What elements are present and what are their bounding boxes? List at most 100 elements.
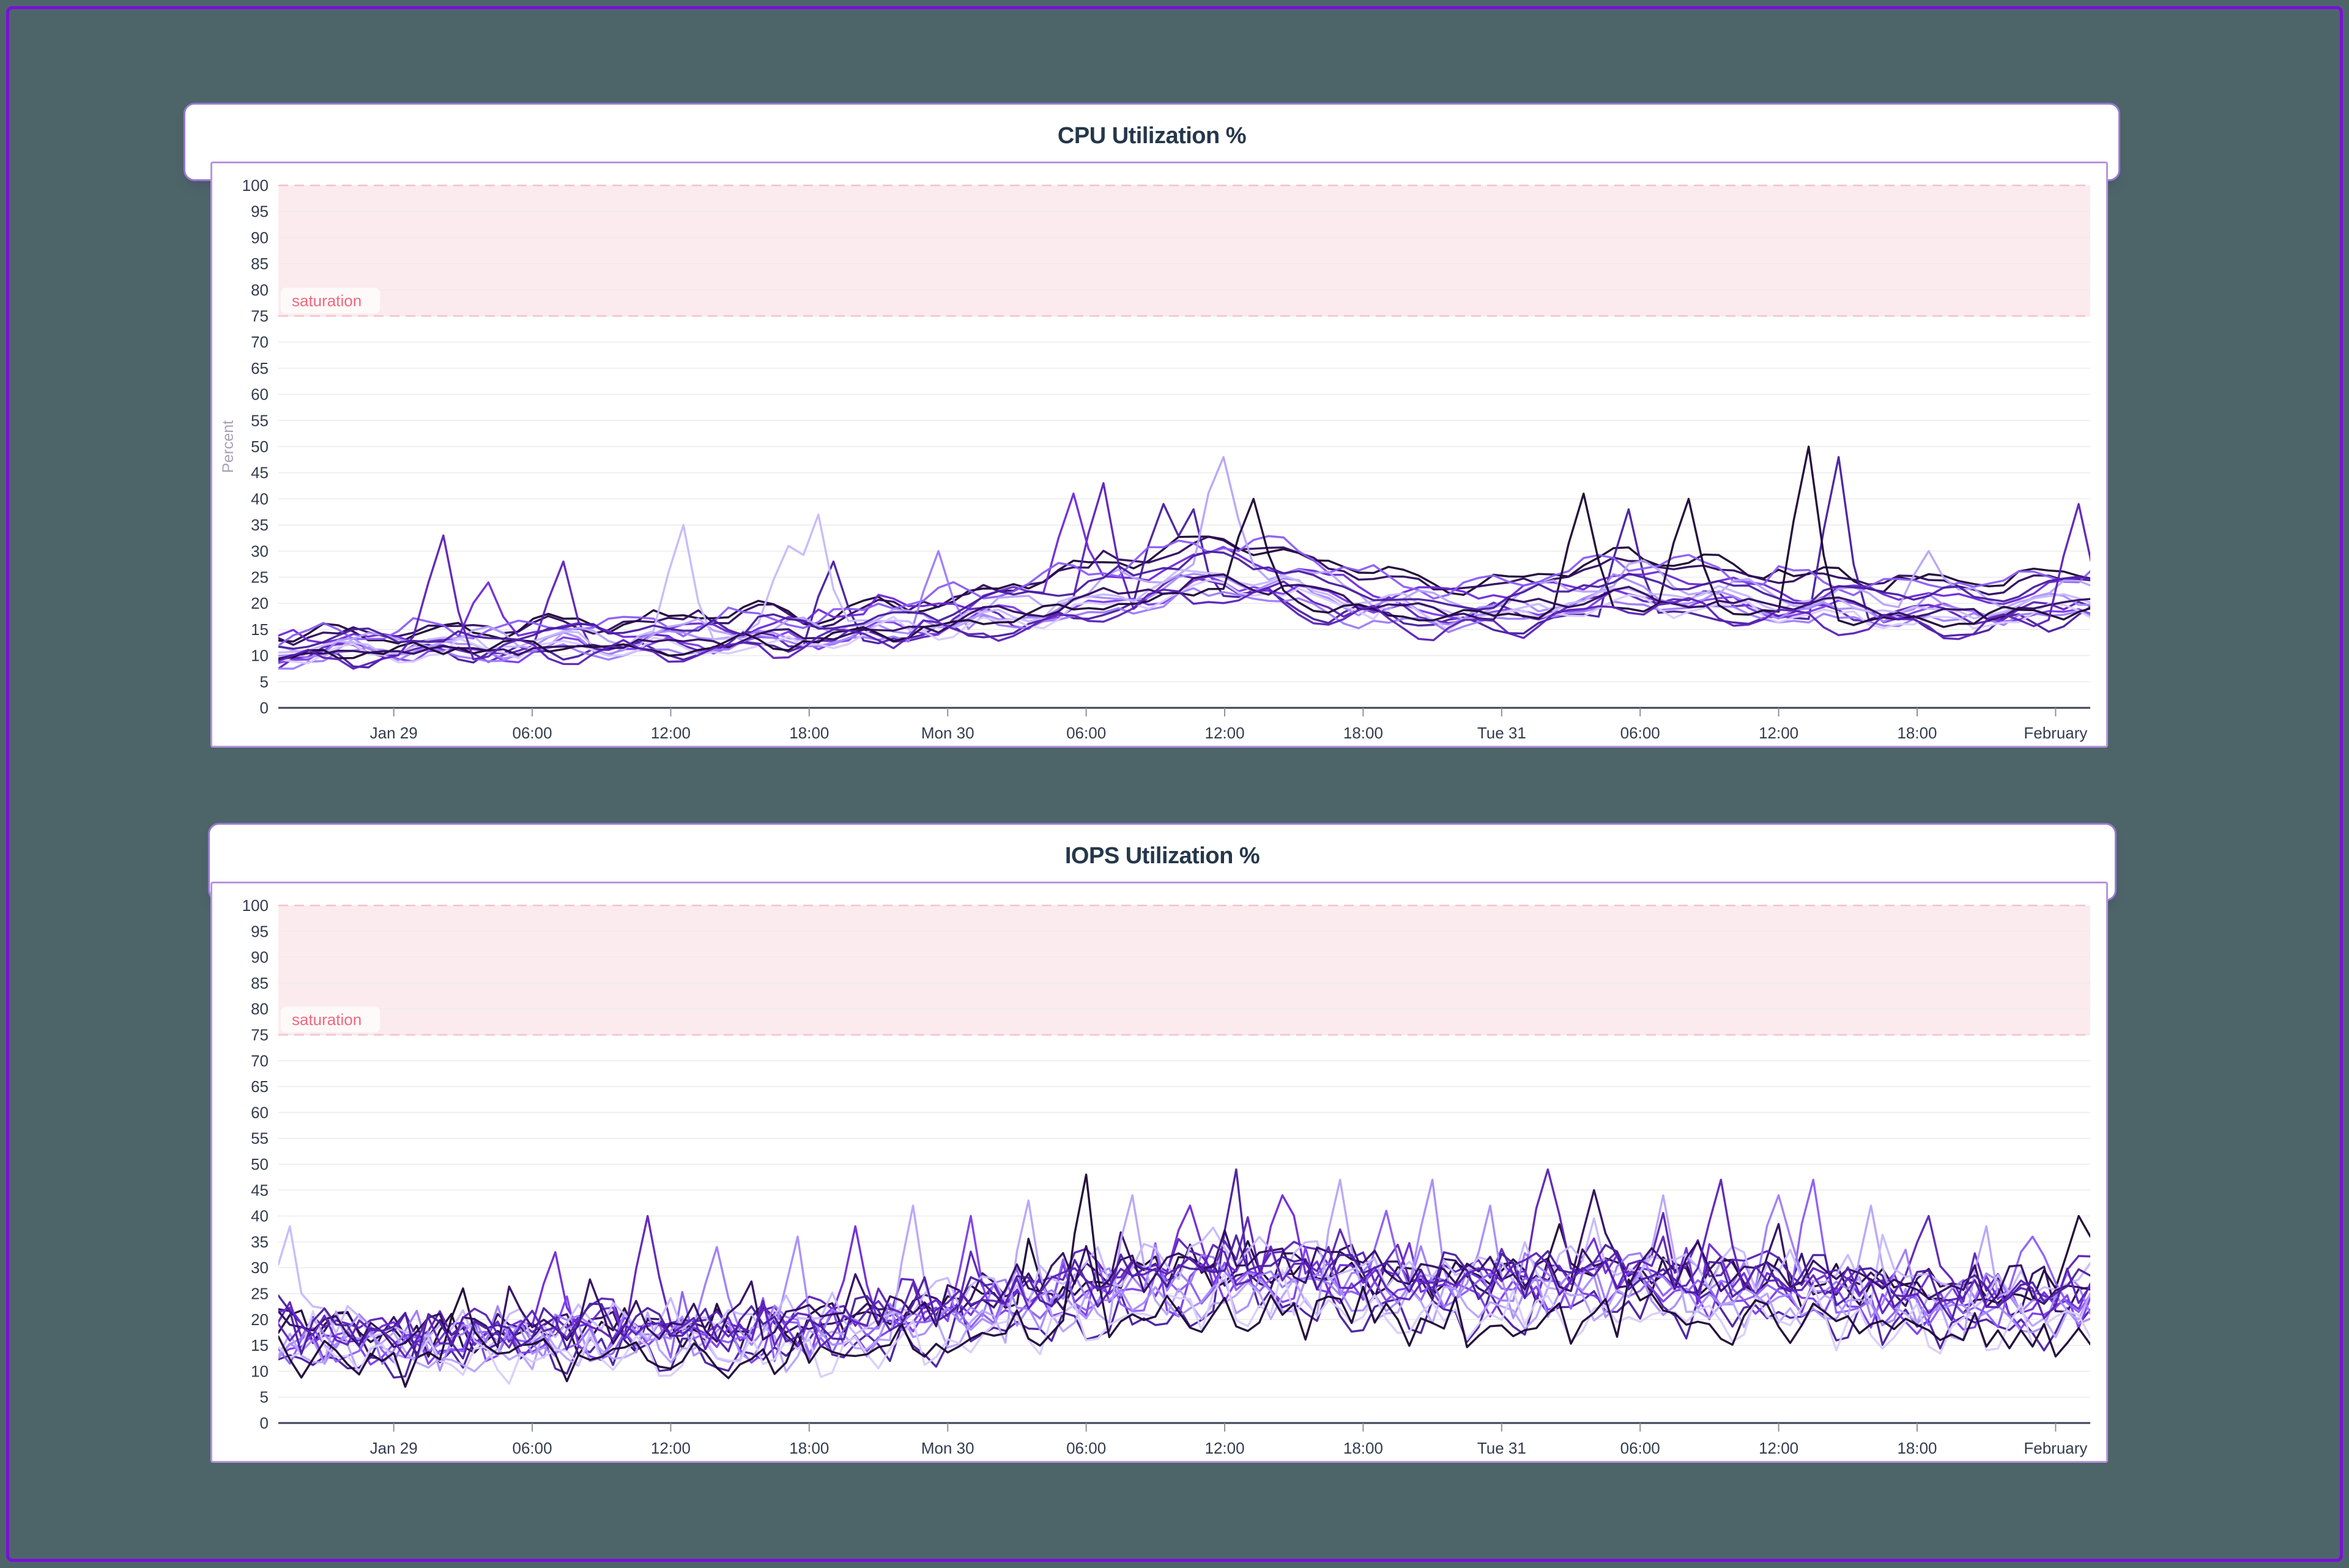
series-line [278,503,2090,670]
y-tick-label: 15 [251,620,269,639]
x-tick-label: 12:00 [1759,1439,1798,1457]
x-axis-labels: Jan 29 06:00 12:00 18:00 Mon 30 06:00 12:00 18:… [370,708,2087,742]
series-line [278,1178,2090,1372]
x-tick-label: Jan 29 [370,1439,418,1457]
x-tick-label: 18:00 [1897,724,1937,742]
x-tick-label: 06:00 [1620,724,1660,742]
x-tick-label: 06:00 [513,1439,552,1457]
y-tick-label: 10 [251,1362,269,1380]
y-axis-labels: 0 5 10 15 20 25 30 35 40 45 50 55 60 65 70 75 80 85 90 95 10… [242,896,269,1432]
x-tick-label: 18:00 [1343,724,1383,742]
x-tick-label: Mon 30 [921,1439,974,1457]
x-tick-label: 18:00 [1343,1439,1383,1457]
y-tick-label: 85 [251,974,269,992]
x-tick-label: 12:00 [651,1439,691,1457]
saturation-band [278,905,2090,1035]
cpu-chart-panel: 0 5 10 15 20 25 30 35 40 45 50 55 60 65 70 75 80 85 90 95 10… [210,162,2108,748]
y-tick-label: 20 [251,594,269,612]
series-line [278,1178,2090,1358]
x-tick-label: 06:00 [1066,724,1106,742]
x-tick-label: February [2024,1439,2087,1457]
y-tick-label: 70 [251,1052,269,1070]
y-tick-label: 35 [251,516,269,534]
x-tick-label: 18:00 [789,1439,829,1457]
y-tick-label: 30 [251,1258,269,1277]
x-tick-label: 12:00 [651,724,691,742]
cpu-chart-title: CPU Utilization % [1057,123,1247,149]
x-tick-label: Mon 30 [921,724,974,742]
y-tick-label: 25 [251,1285,269,1303]
y-tick-label: 85 [251,255,269,273]
y-tick-label: 15 [251,1336,269,1354]
y-tick-label: 65 [251,359,269,377]
y-tick-label: 55 [251,411,269,429]
x-tick-label: Tue 31 [1477,1439,1526,1457]
series-line [278,1178,2090,1365]
x-tick-label: 12:00 [1204,724,1244,742]
y-tick-label: 10 [251,647,269,665]
saturation-label-chip [281,288,380,314]
y-tick-label: 25 [251,568,269,587]
y-tick-label: 80 [251,281,269,299]
series-line [278,1268,2090,1385]
saturation-band [278,185,2090,316]
y-tick-label: 0 [260,1414,269,1432]
y-tick-label: 70 [251,333,269,351]
x-tick-label: 06:00 [513,724,552,742]
series-line [278,1189,2090,1359]
y-axis-title: Percent [220,420,237,473]
saturation-label: saturation [292,1011,362,1029]
series-line [278,550,2090,650]
x-tick-label: 06:00 [1620,1439,1660,1457]
y-tick-label: 40 [251,1207,269,1225]
iops-chart-svg: 0 5 10 15 20 25 30 35 40 45 50 55 60 65 70 75 80 85 90 95 10… [242,896,2090,1457]
iops-utilization-chart-block: IOPS Utilization % 0 5 10 15 20 25 30 35 40 45 50 5… [184,823,2120,1463]
y-tick-label: 5 [260,672,269,691]
series-lines [278,1168,2090,1388]
iops-chart-panel: 0 5 10 15 20 25 30 35 40 45 50 55 60 65 70 75 80 85 90 95 10… [210,882,2108,1463]
y-tick-label: 75 [251,1026,269,1044]
series-line [278,573,2090,660]
x-tick-label: Tue 31 [1477,724,1526,742]
y-tick-label: 60 [251,1103,269,1121]
y-tick-label: 90 [251,948,269,967]
iops-chart-title: IOPS Utilization % [1064,843,1260,869]
cpu-utilization-chart-block: CPU Utilization % 0 5 10 15 20 25 30 35 40 45 50 55… [184,103,2120,748]
y-axis-labels: 0 5 10 15 20 25 30 35 40 45 50 55 60 65 70 75 80 85 90 95 10… [242,176,269,717]
x-tick-label: 12:00 [1759,724,1798,742]
y-tick-label: 65 [251,1077,269,1096]
y-tick-label: 0 [260,699,269,717]
y-tick-label: 100 [242,176,269,195]
y-tick-label: 75 [251,307,269,325]
y-tick-label: 80 [251,1000,269,1018]
y-tick-label: 90 [251,228,269,247]
series-line [278,575,2090,664]
y-tick-label: 5 [260,1388,269,1406]
y-tick-label: 45 [251,464,269,482]
y-tick-label: 95 [251,922,269,940]
y-tick-label: 95 [251,203,269,221]
series-lines [278,445,2090,670]
y-tick-label: 40 [251,489,269,508]
series-line [278,535,2090,645]
cpu-chart-svg: 0 5 10 15 20 25 30 35 40 45 50 55 60 65 70 75 80 85 90 95 10… [220,176,2090,742]
x-tick-label: 12:00 [1204,1439,1244,1457]
y-tick-label: 55 [251,1129,269,1148]
y-tick-label: 30 [251,542,269,560]
x-tick-label: 06:00 [1066,1439,1106,1457]
x-tick-label: 18:00 [789,724,829,742]
series-line [278,1194,2090,1354]
y-tick-label: 60 [251,385,269,404]
y-tick-label: 100 [242,896,269,915]
x-tick-label: Jan 29 [370,724,418,742]
saturation-label-chip [281,1006,380,1033]
y-tick-label: 50 [251,1155,269,1173]
y-tick-label: 20 [251,1310,269,1329]
series-line [278,482,2090,670]
y-tick-label: 45 [251,1181,269,1199]
x-tick-label: 18:00 [1897,1439,1937,1457]
series-line [278,550,2090,670]
series-line [278,513,2090,655]
y-tick-label: 50 [251,437,269,456]
series-line [278,1173,2090,1388]
